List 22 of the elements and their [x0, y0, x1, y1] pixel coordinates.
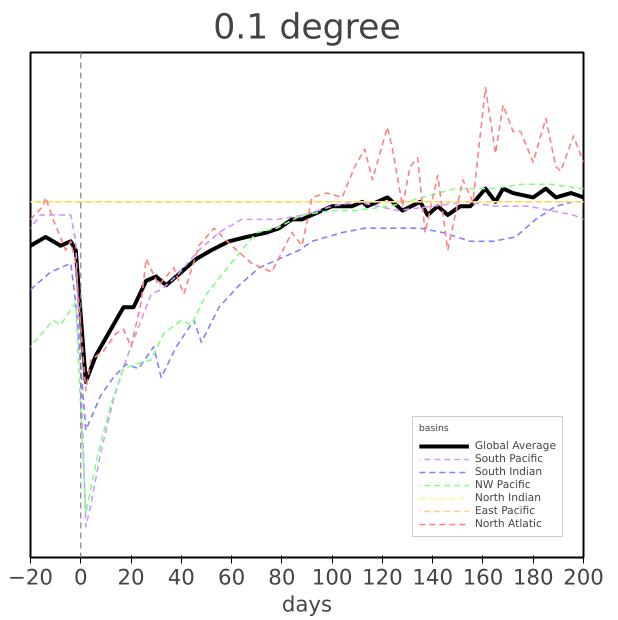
x-tick-label: 60: [218, 566, 246, 590]
x-tick-label: −20: [8, 566, 54, 590]
x-tick-label: 180: [512, 566, 554, 590]
x-tick-label: 40: [168, 566, 195, 590]
legend-label: NW Pacific: [474, 478, 531, 491]
x-tick-label: 120: [362, 566, 403, 590]
x-tick-label: 80: [268, 566, 296, 590]
legend-label: North Atlatic: [474, 517, 542, 530]
legend-label: North Indian: [474, 491, 541, 504]
legend-label: South Indian: [474, 465, 542, 478]
legend-label: Global Average: [474, 439, 556, 452]
x-tick-label: 100: [312, 566, 352, 590]
x-tick-label: 20: [117, 566, 145, 590]
legend-label: East Pacific: [474, 504, 536, 517]
legend-title: basins: [418, 423, 450, 434]
x-tick-label: 200: [563, 566, 604, 590]
legend-label: South Pacific: [474, 452, 544, 465]
x-axis-title: days: [282, 592, 332, 618]
x-tick-label: 160: [462, 566, 504, 590]
chart-title: 0.1 degree: [213, 8, 401, 48]
x-tick-label: 140: [412, 566, 454, 590]
x-tick-label: 0: [74, 566, 88, 590]
